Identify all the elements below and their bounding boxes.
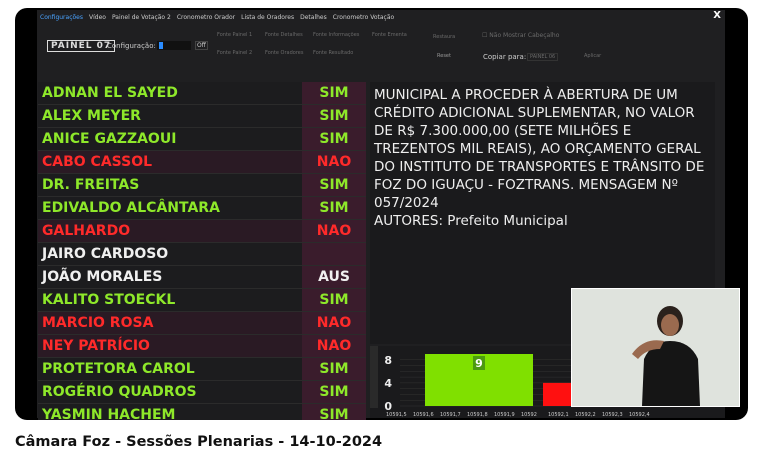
vote-row: KALITO STOECKL SIM: [38, 289, 366, 312]
vote-value: NAO: [302, 151, 366, 173]
tab-3[interactable]: Cronometro Orador: [176, 13, 236, 21]
x-tick-label: 10591,6: [413, 412, 434, 418]
vote-value: NAO: [302, 335, 366, 357]
font-button[interactable]: Fonte Informações: [313, 32, 360, 38]
councillor-name: GALHARDO: [38, 220, 302, 242]
vote-list: ADNAN EL SAYED SIM ALEX MEYER SIM ANICE GAZZ…: [38, 82, 366, 420]
vote-row: ROGÉRIO QUADROS SIM: [38, 381, 366, 404]
councillor-name: JOÃO MORALES: [38, 266, 302, 288]
councillor-name: MARCIO ROSA: [38, 312, 302, 334]
councillor-name: ANICE GAZZAOUI: [38, 128, 302, 150]
close-button[interactable]: X: [713, 10, 721, 21]
councillor-name: PROTETORA CAROL: [38, 358, 302, 380]
vote-value: AUS: [302, 266, 366, 288]
councillor-name: DR. FREITAS: [38, 174, 302, 196]
vote-value: SIM: [302, 289, 366, 311]
config-toggle[interactable]: [157, 41, 191, 50]
councillor-name: ROGÉRIO QUADROS: [38, 381, 302, 403]
details-panel: MUNICIPAL A PROCEDER À ABERTURA DE UM CR…: [370, 82, 715, 344]
vote-row: JOÃO MORALES AUS: [38, 266, 366, 289]
tab-2[interactable]: Painel de Votação 2: [111, 13, 171, 21]
copy-target-select[interactable]: PAINEL 06: [527, 53, 559, 61]
vote-row: CABO CASSOL NAO: [38, 151, 366, 174]
y-tick-label: 4: [384, 377, 392, 390]
vote-value: SIM: [302, 82, 366, 104]
y-tick-label: 0: [384, 400, 392, 413]
x-tick-label: 10591,8: [467, 412, 488, 418]
off-button[interactable]: Off: [195, 41, 208, 50]
vote-value: SIM: [302, 404, 366, 420]
reset-button[interactable]: Reset: [437, 53, 451, 59]
councillor-name: NEY PATRÍCIO: [38, 335, 302, 357]
font-button[interactable]: Fonte Resultado: [313, 50, 354, 56]
vote-value: SIM: [302, 105, 366, 127]
video-frame: Configurações Vídeo Painel de Votação 2 Cro…: [15, 8, 748, 420]
interpreter-figure: [632, 306, 700, 406]
councillor-name: CABO CASSOL: [38, 151, 302, 173]
tab-6[interactable]: Cronometro Votação: [332, 13, 395, 21]
hide-header-label: Não Mostrar Cabeçalho: [489, 32, 560, 39]
x-tick-label: 10591,5: [386, 412, 407, 418]
details-body: MUNICIPAL A PROCEDER À ABERTURA DE UM CR…: [374, 87, 705, 211]
vote-row: MARCIO ROSA NAO: [38, 312, 366, 335]
tab-5[interactable]: Detalhes: [300, 13, 327, 21]
vote-value: SIM: [302, 128, 366, 150]
vote-row: NEY PATRÍCIO NAO: [38, 335, 366, 358]
font-button[interactable]: Fonte Detalhes: [265, 32, 303, 38]
vote-value: SIM: [302, 174, 366, 196]
config-label: Configuração:: [107, 42, 156, 50]
councillor-name: ADNAN EL SAYED: [38, 82, 302, 104]
bar-label-bg: [473, 356, 485, 370]
x-tick-label: 10592,1: [548, 412, 569, 418]
councillor-name: ALEX MEYER: [38, 105, 302, 127]
vote-value: NAO: [302, 312, 366, 334]
x-tick-label: 10592,3: [602, 412, 623, 418]
vote-row: ADNAN EL SAYED SIM: [38, 82, 366, 105]
vote-value: SIM: [302, 381, 366, 403]
font-button[interactable]: Fonte Ementa: [372, 32, 407, 38]
vote-value: [302, 243, 366, 265]
vote-row: JAIRO CARDOSO: [38, 243, 366, 266]
hide-header-checkbox[interactable]: ☐ Não Mostrar Cabeçalho: [482, 32, 560, 39]
x-tick-label: 10591,9: [494, 412, 515, 418]
vote-value: SIM: [302, 358, 366, 380]
restore-button[interactable]: Restaura: [433, 34, 456, 40]
font-button[interactable]: Fonte Painel 1: [217, 32, 253, 38]
x-tick-label: 10592,2: [575, 412, 596, 418]
font-button[interactable]: Fonte Oradores: [265, 50, 304, 56]
tab-0[interactable]: Configurações: [40, 13, 83, 21]
vote-row: EDIVALDO ALCÂNTARA SIM: [38, 197, 366, 220]
vote-row: ALEX MEYER SIM: [38, 105, 366, 128]
panel-label: PAINEL 07: [47, 40, 116, 52]
vote-value: SIM: [302, 197, 366, 219]
bar-value-label: 9: [475, 357, 483, 370]
tab-1[interactable]: Vídeo: [88, 13, 106, 21]
chart-scrollbar[interactable]: [370, 346, 378, 408]
x-tick-label: 10591,7: [440, 412, 461, 418]
vote-row: YASMIN HACHEM SIM: [38, 404, 366, 420]
details-authors: AUTORES: Prefeito Municipal: [374, 213, 568, 229]
y-tick-label: 8: [384, 354, 392, 367]
copy-to-label: Copiar para:: [483, 53, 527, 61]
vote-value: NAO: [302, 220, 366, 242]
vote-row: DR. FREITAS SIM: [38, 174, 366, 197]
councillor-name: JAIRO CARDOSO: [38, 243, 302, 265]
video-title: Câmara Foz - Sessões Plenarias - 14-10-2…: [15, 434, 383, 450]
result-bar: [543, 382, 578, 406]
font-button[interactable]: Fonte Painel 2: [217, 50, 253, 56]
vote-row: PROTETORA CAROL SIM: [38, 358, 366, 381]
tab-bar: Configurações Vídeo Painel de Votação 2 Cro…: [37, 10, 394, 24]
councillor-name: YASMIN HACHEM: [38, 404, 302, 420]
councillor-name: EDIVALDO ALCÂNTARA: [38, 197, 302, 219]
x-tick-label: 10592,4: [629, 412, 650, 418]
tab-4[interactable]: Lista de Oradores: [241, 13, 295, 21]
vote-row: ANICE GAZZAOUI SIM: [38, 128, 366, 151]
councillor-name: KALITO STOECKL: [38, 289, 302, 311]
x-tick-label: 10592: [521, 412, 537, 418]
vote-row: GALHARDO NAO: [38, 220, 366, 243]
apply-button[interactable]: Aplicar: [584, 53, 602, 59]
sign-language-interpreter-video: [571, 288, 740, 407]
